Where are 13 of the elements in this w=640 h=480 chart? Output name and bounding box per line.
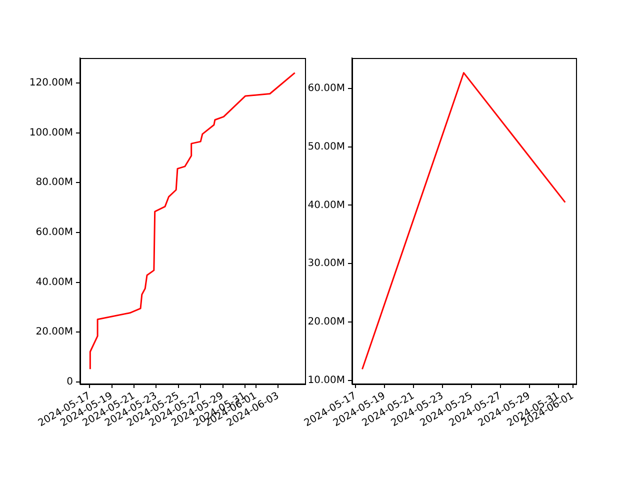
y-tick-label: 40.00M bbox=[36, 276, 73, 288]
y-tick-label: 10.00M bbox=[308, 374, 345, 386]
y-tick-label: 50.00M bbox=[308, 142, 345, 153]
y-tick-label: 100.00M bbox=[29, 127, 73, 138]
y-tick-label: 20.00M bbox=[308, 316, 345, 328]
y-tick-label: 60.00M bbox=[308, 83, 345, 94]
y-tick-label: 120.00M bbox=[29, 78, 73, 89]
y-tick-label: 80.00M bbox=[36, 177, 73, 188]
y-tick-label: 30.00M bbox=[308, 258, 345, 270]
y-tick-label: 40.00M bbox=[308, 200, 345, 211]
y-tick-label: 0 bbox=[66, 376, 73, 388]
y-tick-label: 60.00M bbox=[36, 227, 73, 238]
y-tick-label: 20.00M bbox=[36, 326, 73, 338]
